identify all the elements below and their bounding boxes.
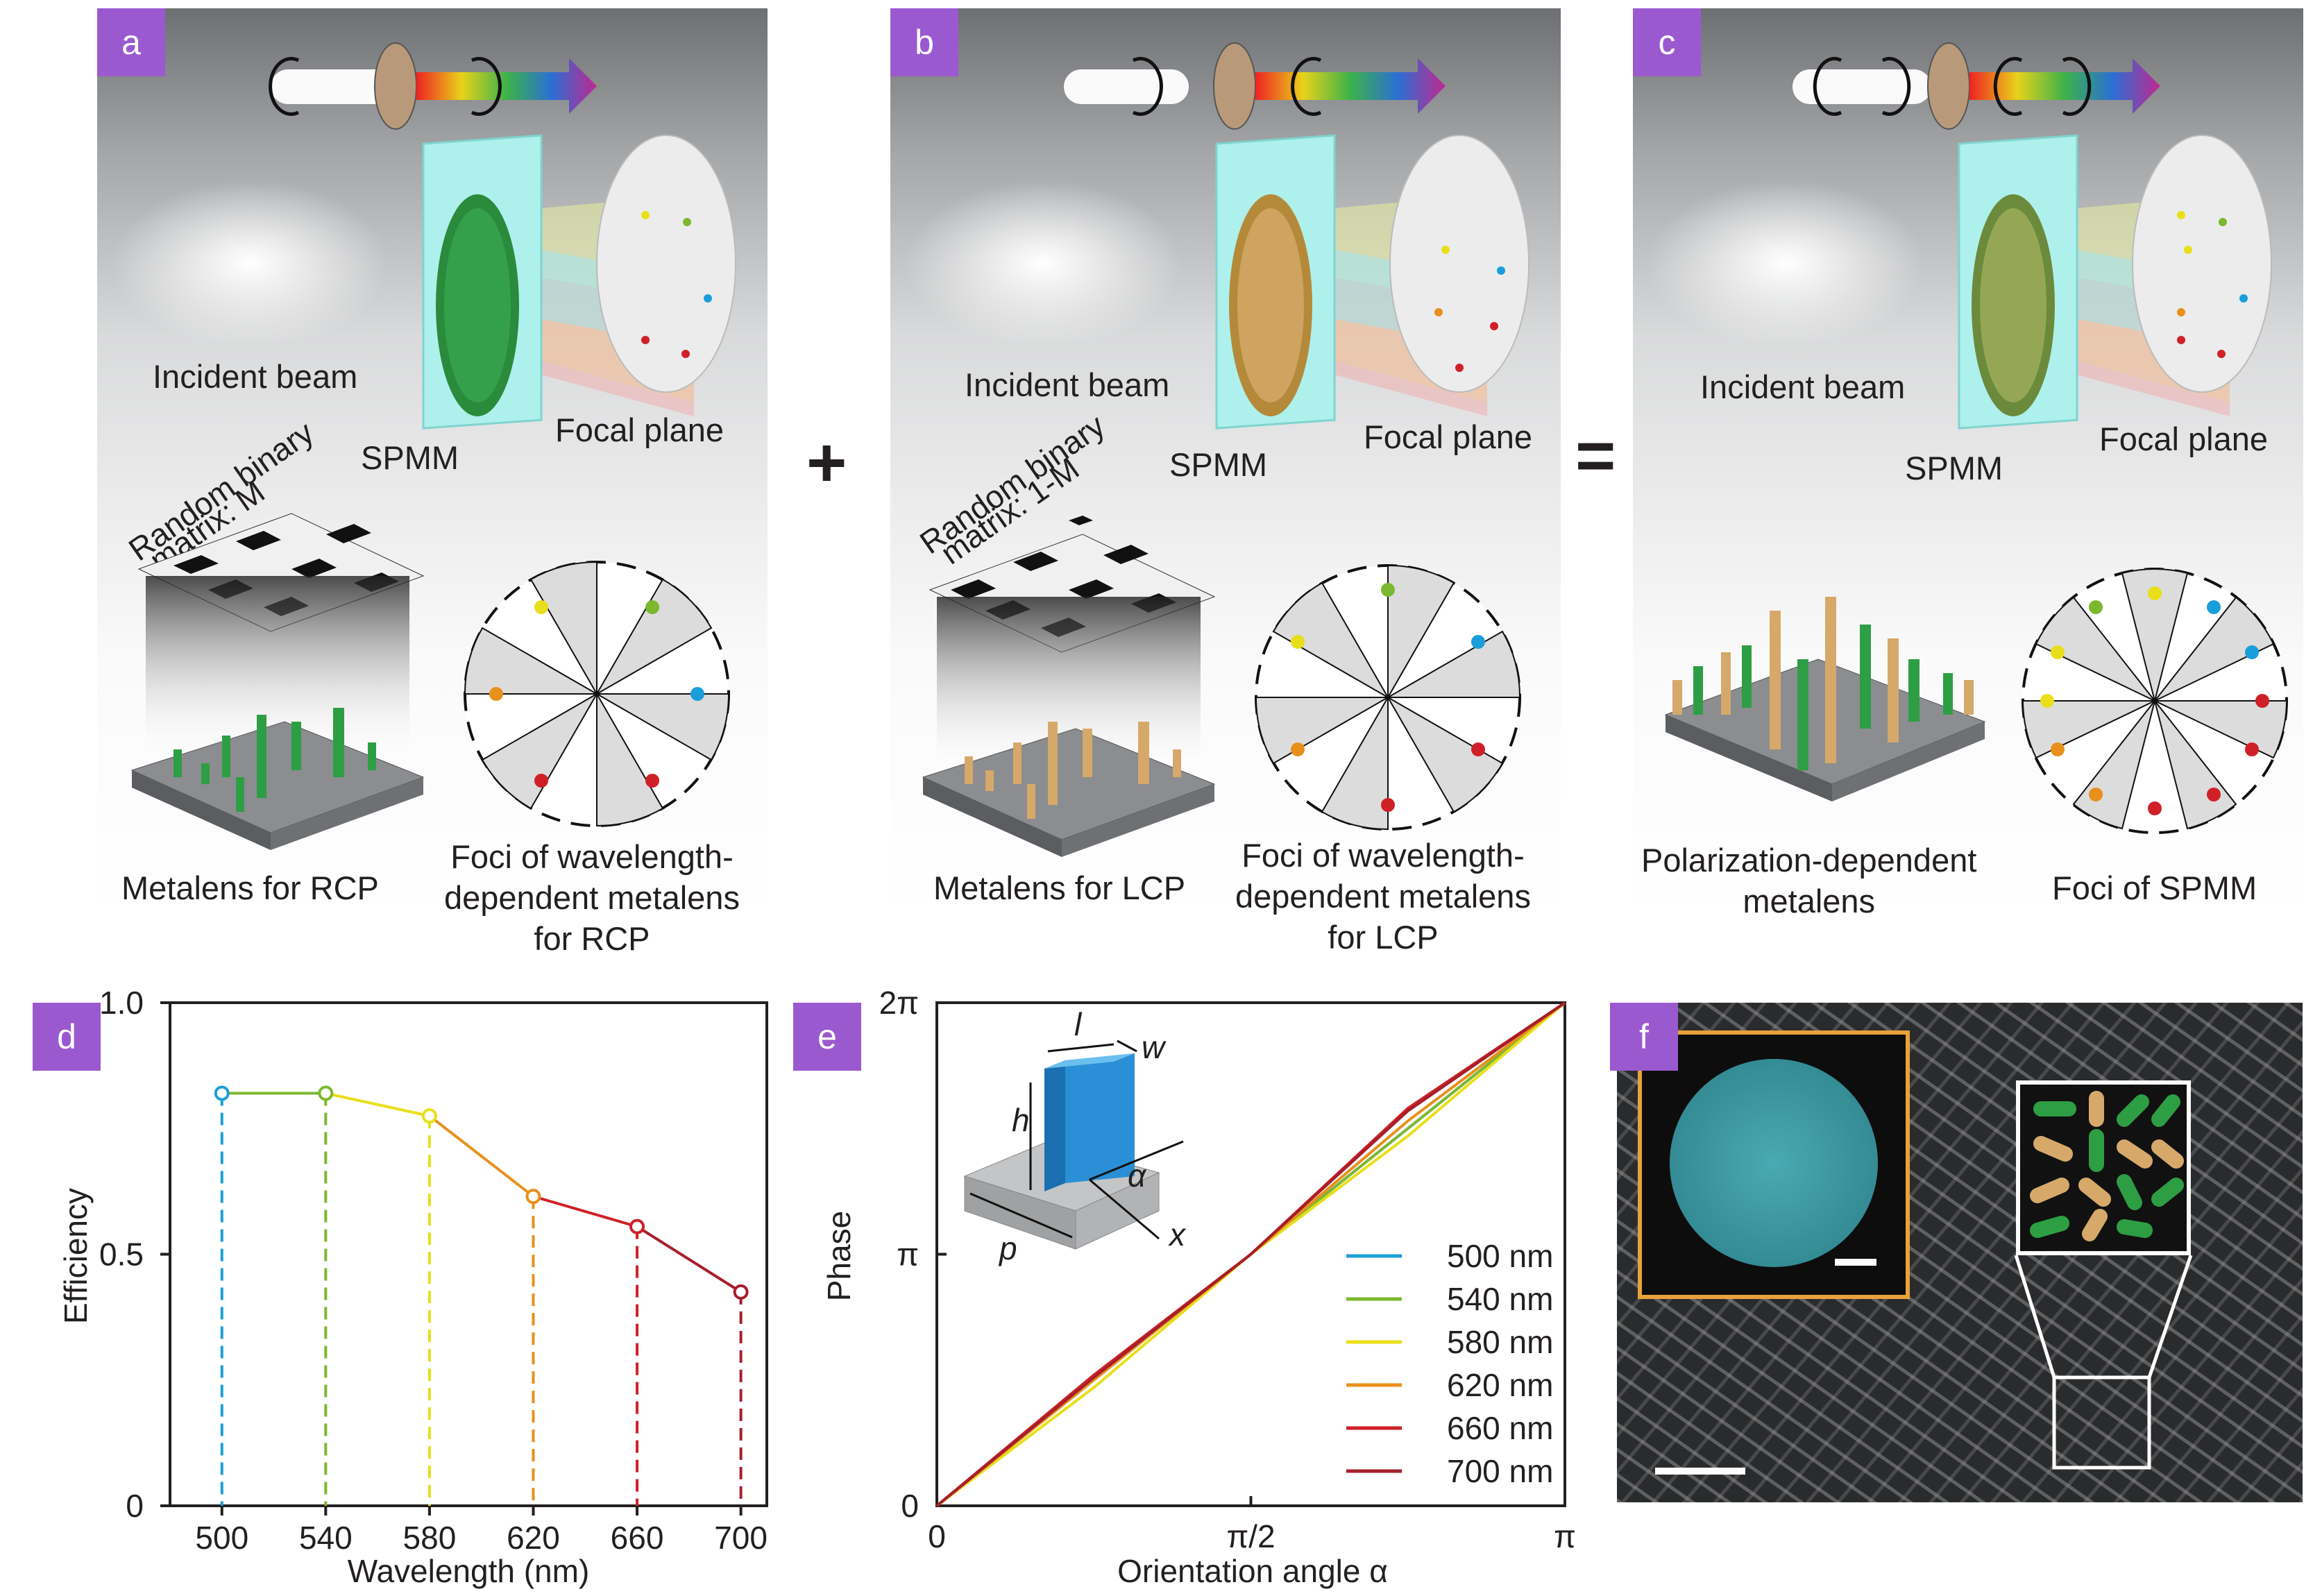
phase-line <box>935 1001 1566 1507</box>
x-tick-label: 500 <box>195 1520 248 1556</box>
chart-d-ylabel: Efficiency <box>58 1188 94 1324</box>
polarization-metalens-caption-line2: metalens <box>1743 883 1876 920</box>
foci-lcp-caption: Foci of wavelength- dependent metalens f… <box>1235 835 1531 958</box>
foci-rcp-caption-line1: Foci of wavelength- <box>450 838 734 875</box>
equals-operator: = <box>1575 417 1616 495</box>
foci-lcp-diagram <box>1255 564 1521 831</box>
zoom-lines <box>2014 1255 2193 1470</box>
panel-d-badge: d <box>33 1003 101 1071</box>
metalens-rcp-caption: Metalens for RCP <box>121 869 379 906</box>
metalens-lcp-illustration: Random binary matrix: 1-M <box>913 407 1216 857</box>
focal-plane-label-a: Focal plane <box>555 411 724 448</box>
legend-label: 660 nm <box>1447 1410 1553 1446</box>
efficiency-line-segment <box>532 1195 638 1228</box>
y-tick-label: 0.5 <box>99 1237 144 1273</box>
incident-glow-c <box>1647 134 2272 430</box>
spmm-label-c: SPMM <box>1905 450 2003 486</box>
legend-label: 700 nm <box>1447 1453 1553 1489</box>
foci-lcp-caption-line3: for LCP <box>1328 919 1439 956</box>
optical-inset <box>1638 1030 1910 1299</box>
inset-w-label: w <box>1142 1029 1167 1065</box>
scale-bar <box>1655 1468 1745 1475</box>
foci-spmm-diagram <box>2022 568 2288 834</box>
foci-rcp-caption-line2: dependent metalens <box>444 879 740 917</box>
nanopillar-inset: l w h p x α <box>963 1006 1187 1266</box>
inset-scale-bar <box>1835 1259 1876 1266</box>
incident-beam-label-b: Incident beam <box>965 366 1170 403</box>
efficiency-point <box>318 1085 334 1101</box>
beam-diagram-b <box>1064 42 1446 130</box>
legend-label: 620 nm <box>1447 1367 1553 1403</box>
metalens-rcp-illustration: Random binary matrix: M <box>122 414 425 850</box>
incident-beam-label-a: Incident beam <box>153 358 358 395</box>
y-tick-label: 2π <box>879 985 919 1021</box>
panel-c-badge: c <box>1633 8 1701 76</box>
chart-e-ylabel: Phase <box>821 1211 857 1301</box>
panel-e-badge: e <box>793 1003 861 1071</box>
legend-label: 500 nm <box>1447 1238 1553 1274</box>
chart-e-xlabel: Orientation angle α <box>1117 1553 1388 1589</box>
incident-beam-label-c: Incident beam <box>1700 368 1906 405</box>
y-tick-label: 0 <box>126 1488 144 1524</box>
efficiency-point <box>421 1108 437 1124</box>
efficiency-line-segment <box>636 1225 742 1293</box>
spmm-label-b: SPMM <box>1169 446 1267 483</box>
chart-d-frame <box>169 1001 768 1507</box>
inset-l-label: l <box>1074 1006 1083 1042</box>
spmm-label-a: SPMM <box>361 439 459 476</box>
efficiency-line-segment <box>325 1092 430 1118</box>
x-tick-label: 0 <box>928 1518 946 1554</box>
focal-plane-label-b: Focal plane <box>1364 418 1532 455</box>
y-tick-label: 0 <box>901 1488 919 1524</box>
inset-alpha-label: α <box>1128 1157 1147 1194</box>
incident-glow-b <box>904 134 1529 430</box>
legend-label: 540 nm <box>1447 1281 1553 1317</box>
inset-x-label: x <box>1168 1216 1187 1253</box>
metalens-lcp-caption: Metalens for LCP <box>933 869 1186 906</box>
legend-label: 580 nm <box>1447 1324 1553 1360</box>
x-tick-label: π <box>1554 1518 1576 1554</box>
efficiency-chart: Efficiency Wavelength (nm) 500 540 580 620 6… <box>58 985 768 1589</box>
phase-chart: Phase Orientation angle α 0 π/2 π 0 π 2π 500 … <box>821 985 1576 1589</box>
panel-a-badge: a <box>97 8 165 76</box>
x-tick-label: 580 <box>403 1520 457 1556</box>
x-tick-label: 660 <box>611 1520 664 1556</box>
panel-b-badge: b <box>890 8 958 76</box>
foci-lcp-caption-line1: Foci of wavelength- <box>1241 837 1525 874</box>
foci-rcp-caption: Foci of wavelength- dependent metalens f… <box>444 836 740 960</box>
polarization-metalens-illustration <box>1664 597 1986 801</box>
foci-rcp-caption-line3: for RCP <box>534 920 650 958</box>
x-tick-label: 700 <box>714 1520 768 1556</box>
x-tick-label: π/2 <box>1226 1518 1275 1554</box>
focal-plane-label-c: Focal plane <box>2099 421 2268 457</box>
efficiency-line-segment <box>428 1114 534 1198</box>
efficiency-point <box>629 1219 645 1234</box>
y-tick-label: π <box>897 1237 919 1273</box>
panel-f-badge: f <box>1610 1003 1678 1071</box>
incident-glow-a <box>111 134 736 430</box>
foci-spmm-caption: Foci of SPMM <box>2052 869 2257 906</box>
sem-image-panel <box>1617 1003 2303 1502</box>
x-tick-label: 540 <box>299 1520 353 1556</box>
inset-p-label: p <box>998 1230 1017 1266</box>
beam-diagram-a <box>269 42 597 130</box>
foci-rcp-diagram <box>464 561 730 827</box>
plus-operator: + <box>806 424 847 502</box>
zoom-inset <box>2016 1080 2191 1255</box>
metalens-circle <box>1670 1059 1878 1267</box>
efficiency-point <box>214 1085 230 1101</box>
polarization-metalens-caption: Polarization-dependent metalens <box>1641 840 1976 922</box>
foci-lcp-caption-line2: dependent metalens <box>1235 878 1531 915</box>
polarization-metalens-caption-line1: Polarization-dependent <box>1641 842 1977 878</box>
x-tick-label: 620 <box>507 1520 560 1556</box>
zoom-pillars <box>2030 1091 2184 1241</box>
inset-h-label: h <box>1012 1102 1030 1138</box>
beam-diagram-c <box>1793 42 2160 130</box>
efficiency-point <box>733 1284 749 1300</box>
efficiency-point <box>525 1189 541 1205</box>
chart-d-xlabel: Wavelength (nm) <box>348 1553 590 1589</box>
y-tick-label: 1.0 <box>99 985 144 1021</box>
